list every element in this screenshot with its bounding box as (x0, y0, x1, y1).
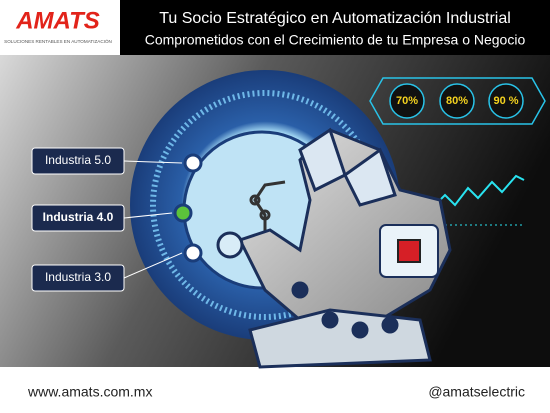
footer-background (0, 367, 550, 413)
header-background (120, 0, 550, 55)
badge-ring (439, 83, 475, 119)
social-handle: @amatselectric (428, 384, 525, 400)
levels: Industria 5.0 Industria 4.0 Industria 3.… (31, 147, 203, 292)
growth-line (429, 174, 525, 211)
badge-ring (488, 83, 524, 119)
level-dot (183, 153, 203, 173)
connector (123, 160, 183, 164)
connector (123, 212, 173, 219)
badge-label: 80% (446, 95, 468, 107)
badges: 70% 80% 90 % (389, 83, 524, 119)
subtitle: Comprometidos con el Crecimiento de tu E… (145, 32, 526, 48)
level-dot (183, 243, 203, 263)
title: Tu Socio Estratégico en Automatización I… (159, 10, 511, 27)
badge-ring (389, 83, 425, 119)
level-label: Industria 4.0 (43, 210, 114, 224)
website: www.amats.com.mx (27, 384, 152, 400)
connector (123, 252, 183, 279)
level-dot (173, 203, 193, 223)
level-box (31, 264, 125, 292)
chip (397, 239, 421, 263)
logo-tagline: SOLUCIONES RENTABLES EN AUTOMATIZACIÓN (4, 38, 112, 44)
badge-frame (369, 77, 546, 125)
logo-background (0, 0, 120, 55)
level-label: Industria 5.0 (45, 153, 111, 167)
level-box (31, 204, 125, 232)
level-box (31, 147, 125, 175)
badge-label: 90 % (493, 95, 518, 107)
badge-label: 70% (396, 95, 418, 107)
level-label: Industria 3.0 (45, 270, 111, 284)
logo: AMATS (15, 7, 100, 34)
